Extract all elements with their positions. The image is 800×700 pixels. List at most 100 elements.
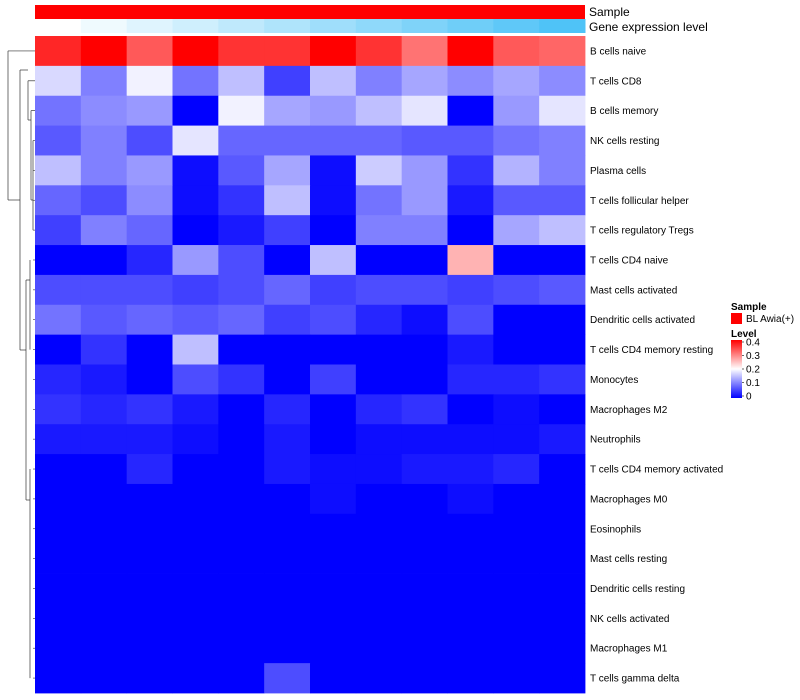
- heatmap-cell: [310, 304, 357, 336]
- heatmap-cell: [539, 573, 586, 604]
- heatmap-cell: [447, 573, 494, 604]
- heatmap-cell: [80, 245, 128, 276]
- row-label: B cells naive: [590, 46, 647, 57]
- heatmap-cell: [447, 245, 494, 276]
- heatmap-cell: [264, 513, 311, 545]
- heatmap-cell: [493, 364, 540, 395]
- heatmap-cell: [447, 513, 494, 545]
- heatmap-cell: [493, 95, 540, 126]
- heatmap-cell: [447, 603, 494, 634]
- heatmap-cell: [80, 274, 128, 306]
- row-label: Macrophages M0: [590, 494, 668, 505]
- row-label: Monocytes: [590, 375, 638, 386]
- heatmap-cell: [218, 334, 265, 365]
- heatmap-cell: [172, 663, 219, 694]
- heatmap-cell: [401, 215, 448, 246]
- heatmap-cell: [355, 663, 403, 694]
- heatmap-cell: [35, 215, 82, 246]
- heatmap-cell: [264, 65, 311, 97]
- heatmap-cell: [218, 394, 265, 425]
- heatmap-cell: [126, 36, 173, 67]
- heatmap-cell: [126, 155, 173, 186]
- heatmap-cell: [447, 125, 494, 156]
- heatmap-cell: [310, 663, 357, 694]
- heatmap-cell: [539, 274, 586, 306]
- heatmap-cell: [355, 185, 403, 216]
- heatmap-cell: [35, 633, 82, 664]
- expression-annotation-label: Gene expression level: [589, 20, 708, 34]
- heatmap-cell: [172, 65, 219, 97]
- heatmap-cell: [172, 155, 219, 186]
- legend-tick-label: 0.2: [746, 365, 760, 376]
- heatmap-cell: [539, 663, 586, 694]
- row-label: Dendritic cells activated: [590, 315, 695, 326]
- heatmap-cell: [539, 125, 586, 156]
- row-label: B cells memory: [590, 106, 658, 117]
- heatmap-cell: [264, 185, 311, 216]
- heatmap-cell: [539, 334, 586, 365]
- heatmap-cell: [447, 304, 494, 336]
- heatmap-cell: [80, 633, 128, 664]
- heatmap-cell: [264, 95, 311, 126]
- heatmap-cell: [80, 424, 128, 455]
- heatmap-cell: [310, 394, 357, 425]
- heatmap-cell: [126, 483, 173, 515]
- heatmap-cell: [539, 65, 586, 97]
- heatmap-cell: [218, 663, 265, 694]
- heatmap-cell: [80, 95, 128, 126]
- legend-tick-label: 0.3: [746, 351, 760, 362]
- heatmap-cell: [310, 274, 357, 306]
- heatmap-cell: [539, 394, 586, 425]
- legend-sample-swatch: [731, 313, 742, 324]
- heatmap-cell: [218, 125, 265, 156]
- heatmap-cell: [447, 215, 494, 246]
- heatmap-cell: [355, 573, 403, 604]
- heatmap-cell: [401, 95, 448, 126]
- heatmap-cell: [355, 274, 403, 306]
- heatmap-cell: [355, 215, 403, 246]
- heatmap-cell: [447, 454, 494, 485]
- heatmap-cell: [355, 65, 403, 97]
- heatmap-cell: [493, 125, 540, 156]
- heatmap-cell: [493, 603, 540, 634]
- heatmap-cell: [264, 663, 311, 694]
- heatmap-cell: [539, 36, 586, 67]
- heatmap-cell: [126, 573, 173, 604]
- sample-annotation-label: Sample: [589, 5, 630, 19]
- heatmap-cell: [35, 543, 82, 574]
- heatmap-cell: [355, 245, 403, 276]
- heatmap-cell: [264, 334, 311, 365]
- heatmap-cell: [355, 334, 403, 365]
- heatmap-cell: [355, 304, 403, 336]
- heatmap-cell: [126, 663, 173, 694]
- sample-annotation-bar: [35, 5, 585, 19]
- heatmap-cell: [172, 95, 219, 126]
- heatmap-cell: [539, 513, 586, 545]
- row-label: T cells CD4 naive: [590, 255, 669, 266]
- heatmap-cell: [218, 454, 265, 485]
- heatmap-cell: [447, 543, 494, 574]
- heatmap-cell: [401, 334, 448, 365]
- heatmap-cell: [35, 125, 82, 156]
- heatmap-cell: [447, 155, 494, 186]
- heatmap-cell: [310, 36, 357, 67]
- heatmap-cell: [264, 424, 311, 455]
- row-label: Eosinophils: [590, 524, 641, 535]
- heatmap-cell: [539, 633, 586, 664]
- heatmap-cell: [401, 36, 448, 67]
- heatmap-cell: [310, 483, 357, 515]
- heatmap-cell: [264, 364, 311, 395]
- heatmap-cell: [264, 155, 311, 186]
- heatmap-cell: [355, 543, 403, 574]
- heatmap-cell: [218, 36, 265, 67]
- heatmap-cell: [126, 245, 173, 276]
- heatmap-cell: [447, 364, 494, 395]
- heatmap-cell: [401, 424, 448, 455]
- heatmap-cell: [172, 215, 219, 246]
- heatmap-cell: [401, 513, 448, 545]
- heatmap-cell: [310, 513, 357, 545]
- heatmap-cell: [172, 513, 219, 545]
- heatmap-cell: [493, 573, 540, 604]
- expression-annotation-cell: [126, 19, 173, 33]
